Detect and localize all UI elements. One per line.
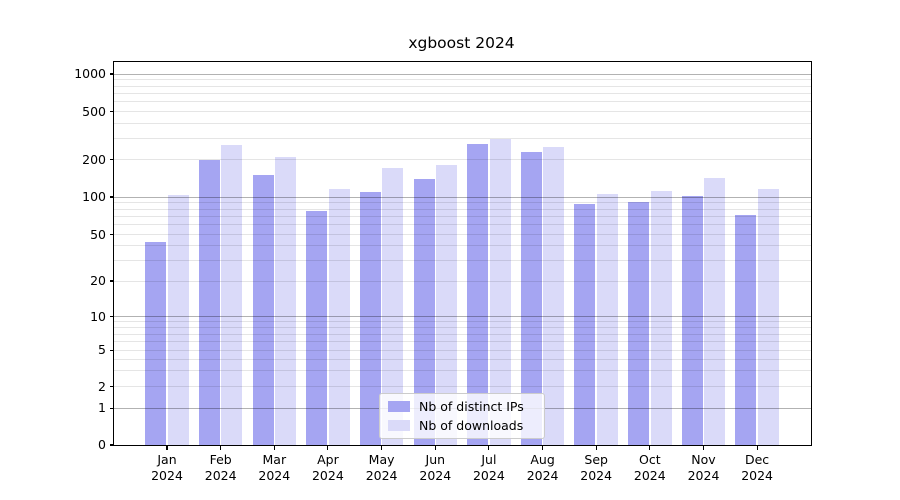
y-tick-50 <box>110 233 114 236</box>
bar-downloads-apr <box>328 189 350 445</box>
bar-distinct-ips-may <box>359 192 381 445</box>
x-tick-aug <box>541 446 544 450</box>
bar-downloads-jun <box>436 165 457 445</box>
y-tick-label-1000: 1000 <box>74 66 106 82</box>
y-tick-label-20: 20 <box>90 273 106 289</box>
legend-swatch-downloads <box>388 420 410 431</box>
bar-distinct-ips-feb <box>198 160 220 445</box>
plot-area: Nb of distinct IPs Nb of downloads 0 1 2 5 1… <box>74 61 812 483</box>
gridline-minor-500 <box>114 111 811 112</box>
y-tick-label-100: 100 <box>82 189 106 205</box>
y-tick-100 <box>110 196 114 198</box>
gridline-minor-300 <box>114 137 811 139</box>
x-tick-label-mar: Mar 2024 <box>258 452 291 483</box>
y-tick-10 <box>110 316 114 318</box>
y-tick-1000 <box>110 73 114 75</box>
legend: Nb of distinct IPs Nb of downloads <box>379 393 545 439</box>
gridline-minor-600 <box>114 101 811 103</box>
y-tick-500 <box>110 110 114 113</box>
x-tick-label-nov: Nov 2024 <box>687 452 720 483</box>
x-tick-label-jan: Jan 2024 <box>151 452 183 483</box>
y-tick-label-2: 2 <box>98 378 106 394</box>
x-tick-label-jun: Jun 2024 <box>419 452 452 483</box>
bar-downloads-feb <box>221 145 243 445</box>
bar-distinct-ips-jun <box>413 179 435 445</box>
legend-label-distinct-ips: Nb of distinct IPs <box>419 399 524 414</box>
y-tick-5 <box>110 349 114 351</box>
y-tick-200 <box>110 158 114 161</box>
y-tick-label-500: 500 <box>82 103 106 119</box>
x-tick-oct <box>649 446 651 450</box>
bar-distinct-ips-jul <box>467 144 489 445</box>
y-tick-2 <box>110 386 114 388</box>
x-tick-label-dec: Dec 2024 <box>741 452 773 483</box>
gridline-minor-400 <box>114 122 811 124</box>
y-tick-0 <box>110 444 114 446</box>
bar-downloads-aug <box>543 147 565 445</box>
bar-distinct-ips-nov <box>681 196 703 445</box>
y-tick-label-50: 50 <box>90 226 106 242</box>
y-tick-label-200: 200 <box>82 151 106 167</box>
gridline-minor-700 <box>114 92 811 94</box>
x-tick-dec <box>756 446 758 450</box>
bar-distinct-ips-apr <box>306 211 328 445</box>
x-tick-label-aug: Aug 2024 <box>526 452 559 483</box>
x-tick-mar <box>273 446 275 450</box>
gridline-minor-900 <box>114 79 811 81</box>
y-tick-label-5: 5 <box>98 342 106 358</box>
bar-downloads-nov <box>704 178 726 445</box>
legend-item-distinct-ips: Nb of distinct IPs <box>388 399 536 414</box>
bar-distinct-ips-mar <box>252 175 274 445</box>
bar-downloads-jan <box>167 195 189 445</box>
x-tick-jan <box>166 446 168 450</box>
y-tick-label-1: 1 <box>98 400 106 416</box>
x-tick-label-sep: Sep 2024 <box>580 452 613 483</box>
bar-downloads-sep <box>596 194 618 445</box>
legend-swatch-distinct-ips <box>388 401 410 412</box>
bar-downloads-jul <box>489 139 511 445</box>
x-tick-may <box>381 446 383 450</box>
bar-distinct-ips-oct <box>628 202 650 445</box>
x-tick-label-jul: Jul 2024 <box>472 452 505 483</box>
x-tick-label-apr: Apr 2024 <box>311 452 344 483</box>
x-tick-jul <box>488 446 490 450</box>
y-tick-label-0: 0 <box>98 437 106 453</box>
bar-distinct-ips-dec <box>735 215 757 445</box>
gridline-minor-800 <box>114 85 811 87</box>
x-tick-feb <box>220 446 222 450</box>
x-tick-nov <box>702 446 705 450</box>
x-tick-apr <box>327 446 329 450</box>
y-tick-label-10: 10 <box>90 308 106 324</box>
bar-downloads-dec <box>757 189 779 445</box>
y-tick-20 <box>110 280 114 282</box>
gridline-major-1000 <box>114 73 811 75</box>
bar-downloads-mar <box>275 157 297 445</box>
bar-distinct-ips-aug <box>520 152 542 445</box>
bar-distinct-ips-sep <box>574 204 596 445</box>
x-tick-label-may: May 2024 <box>365 452 398 483</box>
x-tick-sep <box>595 446 597 450</box>
x-tick-label-oct: Oct 2024 <box>633 452 666 483</box>
legend-label-downloads: Nb of downloads <box>419 418 524 433</box>
legend-item-downloads: Nb of downloads <box>388 418 536 433</box>
y-tick-1 <box>110 407 114 409</box>
chart-title: xgboost 2024 <box>408 34 515 52</box>
bar-distinct-ips-jan <box>145 242 167 445</box>
x-tick-jun <box>434 446 436 450</box>
x-tick-label-feb: Feb 2024 <box>204 452 237 483</box>
bar-downloads-may <box>382 168 404 445</box>
bar-downloads-oct <box>650 191 672 445</box>
